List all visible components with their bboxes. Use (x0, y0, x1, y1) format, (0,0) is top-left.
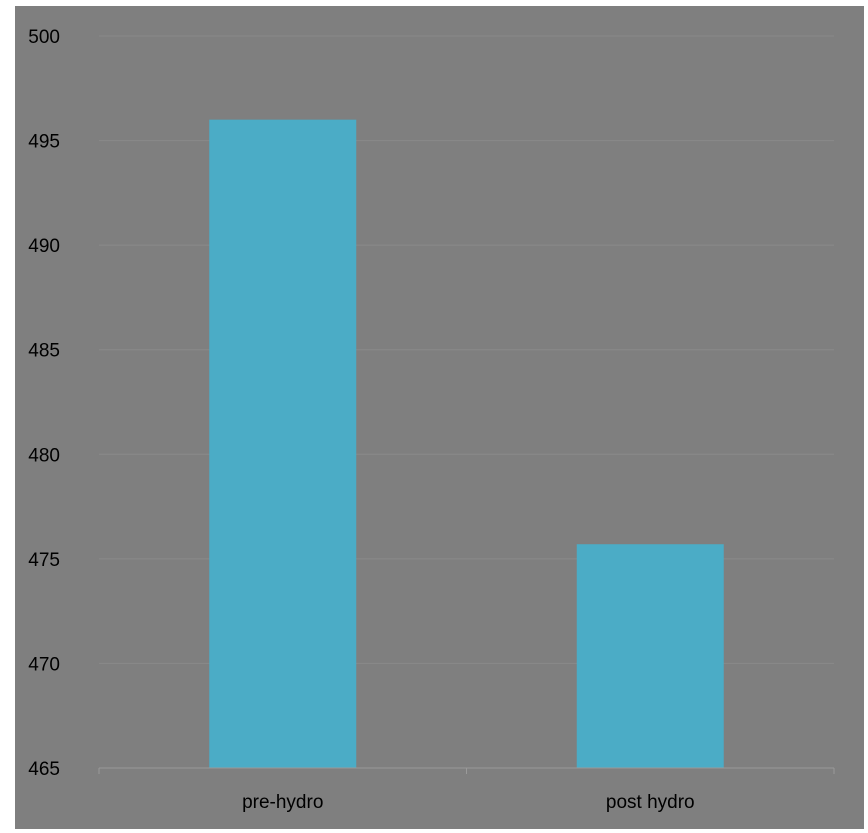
y-tick-label: 480 (28, 445, 60, 466)
x-category-label: post hydro (606, 792, 695, 813)
y-tick-label: 500 (28, 27, 60, 48)
y-tick-label: 495 (28, 132, 60, 153)
bars (209, 119, 724, 768)
y-tick-label: 475 (28, 550, 60, 571)
axes (98, 767, 835, 774)
bar-pre-hydro (209, 119, 357, 768)
bar-post-hydro (576, 544, 724, 768)
y-tick-label: 465 (28, 759, 60, 780)
y-tick-label: 470 (28, 654, 60, 675)
y-tick-label: 490 (28, 236, 60, 257)
y-tick-label: 485 (28, 341, 60, 362)
x-category-label: pre-hydro (242, 792, 323, 813)
labels: 465 470 475 480 485 490 495 500 pre-hydro post hy… (28, 27, 694, 813)
